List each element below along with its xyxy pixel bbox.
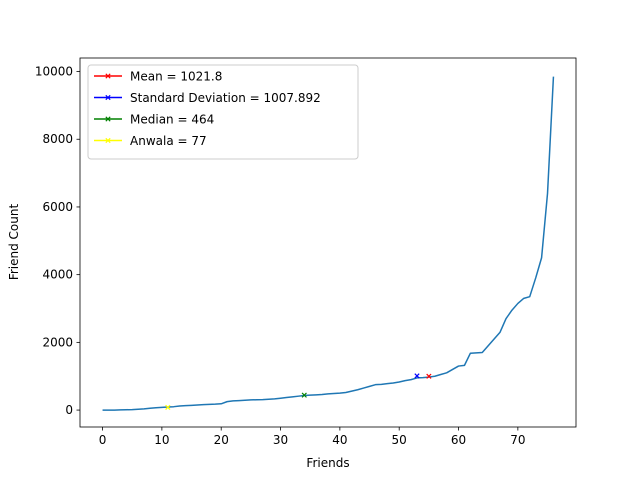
marker-3-stroke-b xyxy=(165,404,171,410)
legend-marker-2 xyxy=(105,116,111,122)
legend-label-0: Mean = 1021.8 xyxy=(130,70,222,84)
legend: Mean = 1021.8 Standard Deviation = 1007.8… xyxy=(87,64,359,160)
y-tick-label-8000: 8000 xyxy=(42,132,73,146)
marker-0-stroke-b xyxy=(426,373,432,379)
marker-3 xyxy=(165,404,171,410)
x-tick-label-50: 50 xyxy=(392,433,407,447)
legend-label-1: Standard Deviation = 1007.892 xyxy=(130,91,321,105)
y-tick-label-2000: 2000 xyxy=(42,335,73,349)
x-tick-label-40: 40 xyxy=(332,433,347,447)
x-tick-label-30: 30 xyxy=(273,433,288,447)
x-tick-label-20: 20 xyxy=(214,433,229,447)
series-line xyxy=(102,76,555,411)
marker-0 xyxy=(426,373,432,379)
marker-2 xyxy=(301,392,307,398)
x-tick-label-60: 60 xyxy=(451,433,466,447)
legend-marker-1 xyxy=(105,94,111,101)
legend-marker-0 xyxy=(105,73,111,79)
legend-marker-2-stroke-b xyxy=(105,116,111,122)
marker-1-stroke-b xyxy=(414,373,420,379)
y-tick-label-10000: 10000 xyxy=(35,65,73,79)
legend-marker-3-stroke-b xyxy=(105,137,111,144)
y-tick-label-0: 0 xyxy=(65,403,73,417)
x-tick-label-0: 0 xyxy=(99,433,107,447)
legend-marker-3 xyxy=(105,137,111,144)
x-axis-label: Friends xyxy=(306,456,349,470)
legend-label-3: Anwala = 77 xyxy=(130,134,207,148)
marker-1 xyxy=(414,373,420,379)
y-axis-label: Friend Count xyxy=(7,204,21,281)
axes-frame xyxy=(79,57,577,428)
legend-marker-0-stroke-b xyxy=(105,73,111,79)
legend-box xyxy=(87,64,359,160)
x-tick-label-70: 70 xyxy=(510,433,525,447)
y-tick-label-6000: 6000 xyxy=(42,200,73,214)
legend-marker-1-stroke-b xyxy=(105,94,111,101)
plot-area: 0 10 20 30 40 50 60 70 0 2000 4000 6000 8000 10000 xyxy=(35,57,577,447)
marker-2-stroke-b xyxy=(301,392,307,398)
x-tick-label-10: 10 xyxy=(154,433,169,447)
legend-label-2: Median = 464 xyxy=(130,113,214,127)
y-tick-label-4000: 4000 xyxy=(42,268,73,282)
